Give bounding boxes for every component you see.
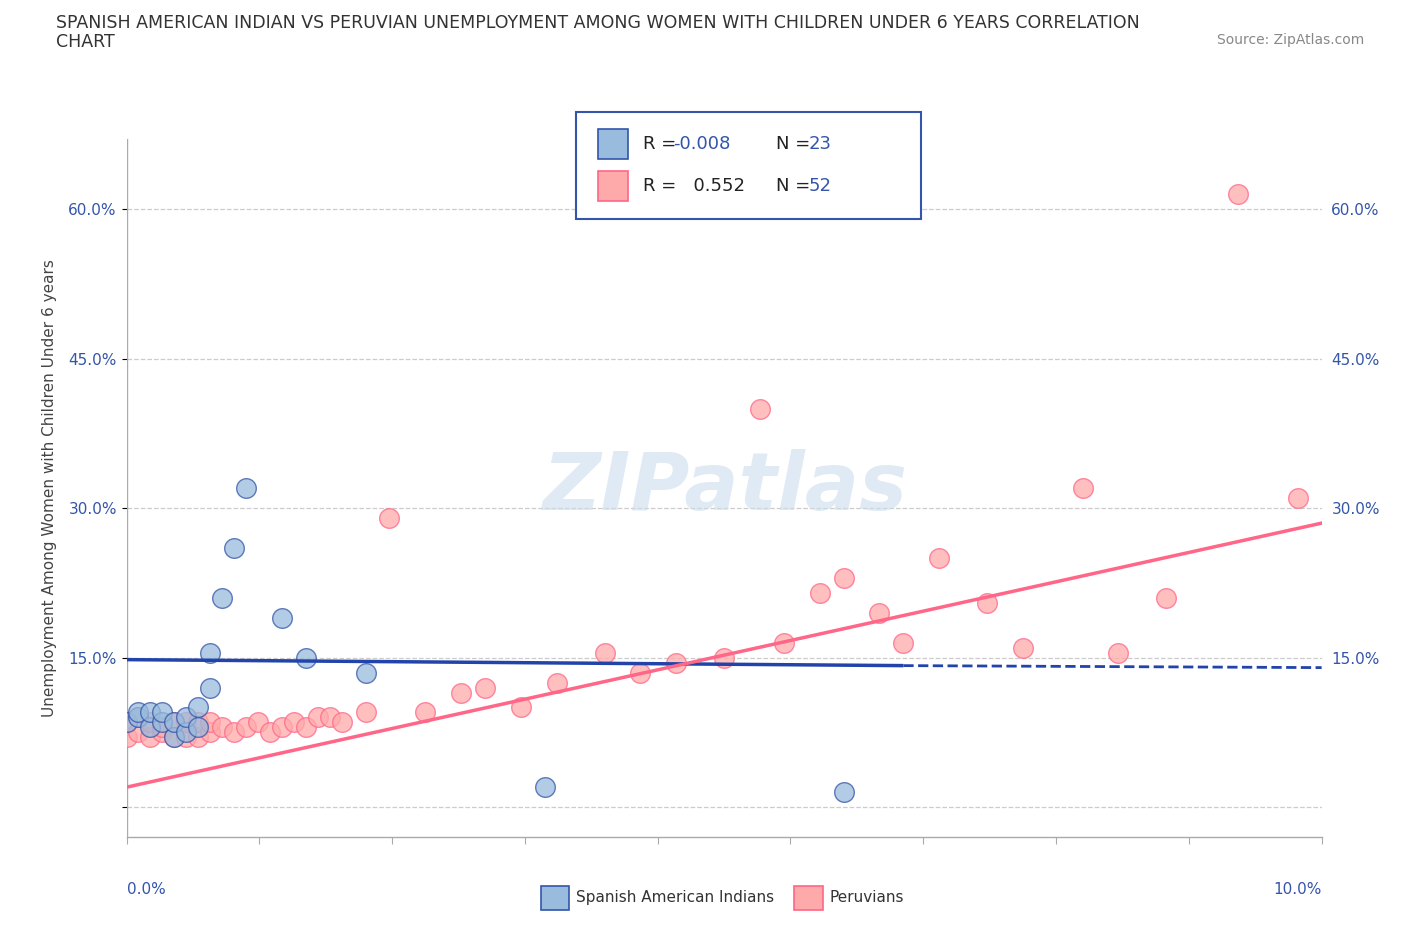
Point xyxy=(748,401,770,416)
Point xyxy=(832,785,855,800)
Point xyxy=(378,511,401,525)
Text: N =: N = xyxy=(776,135,815,153)
Point xyxy=(474,680,496,695)
Point xyxy=(354,705,377,720)
Point xyxy=(869,605,891,620)
Point xyxy=(546,675,568,690)
Point xyxy=(665,656,688,671)
Point xyxy=(259,725,281,740)
Y-axis label: Unemployment Among Women with Children Under 6 years: Unemployment Among Women with Children U… xyxy=(42,259,58,717)
Point xyxy=(211,720,233,735)
Point xyxy=(832,570,855,585)
Point xyxy=(1286,491,1309,506)
Point xyxy=(235,720,257,735)
Point xyxy=(174,710,197,724)
Text: N =: N = xyxy=(776,177,815,195)
Point xyxy=(235,481,257,496)
Point xyxy=(115,730,138,745)
Point xyxy=(139,715,162,730)
Text: Spanish American Indians: Spanish American Indians xyxy=(576,890,775,905)
Point xyxy=(174,730,197,745)
Text: CHART: CHART xyxy=(56,33,115,50)
Point xyxy=(163,715,186,730)
Point xyxy=(773,635,796,650)
Point xyxy=(1108,645,1130,660)
Point xyxy=(200,645,222,660)
Point xyxy=(450,685,472,700)
Text: 23: 23 xyxy=(808,135,831,153)
Point xyxy=(152,705,174,720)
Point xyxy=(415,705,437,720)
Point xyxy=(294,650,316,665)
Point xyxy=(127,705,149,720)
Point xyxy=(187,720,209,735)
Point xyxy=(174,715,197,730)
Point xyxy=(139,730,162,745)
Text: 0.0%: 0.0% xyxy=(127,882,166,897)
Point xyxy=(127,725,149,740)
Text: R =   0.552: R = 0.552 xyxy=(643,177,745,195)
Point xyxy=(1226,187,1249,202)
Point xyxy=(163,730,186,745)
Point xyxy=(115,715,138,730)
Text: SPANISH AMERICAN INDIAN VS PERUVIAN UNEMPLOYMENT AMONG WOMEN WITH CHILDREN UNDER: SPANISH AMERICAN INDIAN VS PERUVIAN UNEM… xyxy=(56,14,1140,32)
Point xyxy=(1071,481,1094,496)
Point xyxy=(152,725,174,740)
Point xyxy=(200,715,222,730)
Point xyxy=(163,715,186,730)
Point xyxy=(628,665,651,680)
Point xyxy=(976,595,998,610)
Point xyxy=(270,610,294,625)
Text: -0.008: -0.008 xyxy=(673,135,731,153)
Point xyxy=(222,725,246,740)
Point xyxy=(211,591,233,605)
Point xyxy=(152,720,174,735)
Point xyxy=(534,779,557,794)
Point xyxy=(127,710,149,724)
Point xyxy=(307,710,329,724)
Point xyxy=(509,700,531,715)
Point xyxy=(222,540,246,555)
Point xyxy=(187,715,209,730)
Text: Source: ZipAtlas.com: Source: ZipAtlas.com xyxy=(1216,33,1364,46)
Point xyxy=(330,715,353,730)
Text: 10.0%: 10.0% xyxy=(1274,882,1322,897)
Point xyxy=(127,710,149,724)
Point xyxy=(163,730,186,745)
Point xyxy=(247,715,270,730)
Point xyxy=(187,730,209,745)
Text: ZIPatlas: ZIPatlas xyxy=(541,449,907,527)
Point xyxy=(200,725,222,740)
Point xyxy=(318,710,342,724)
Point xyxy=(593,645,616,660)
Text: 52: 52 xyxy=(808,177,831,195)
Point xyxy=(283,715,305,730)
Point xyxy=(200,680,222,695)
Point xyxy=(1154,591,1177,605)
Point xyxy=(1011,640,1033,655)
Point xyxy=(187,700,209,715)
Point xyxy=(139,720,162,735)
Point xyxy=(270,720,294,735)
Point xyxy=(713,650,735,665)
Point xyxy=(174,725,197,740)
Point xyxy=(928,551,950,565)
Point xyxy=(808,586,831,601)
Text: R =: R = xyxy=(643,135,682,153)
Point xyxy=(115,715,138,730)
Point xyxy=(893,635,915,650)
Point xyxy=(139,705,162,720)
Text: Peruvians: Peruvians xyxy=(830,890,904,905)
Point xyxy=(152,715,174,730)
Point xyxy=(294,720,316,735)
Point xyxy=(354,665,377,680)
